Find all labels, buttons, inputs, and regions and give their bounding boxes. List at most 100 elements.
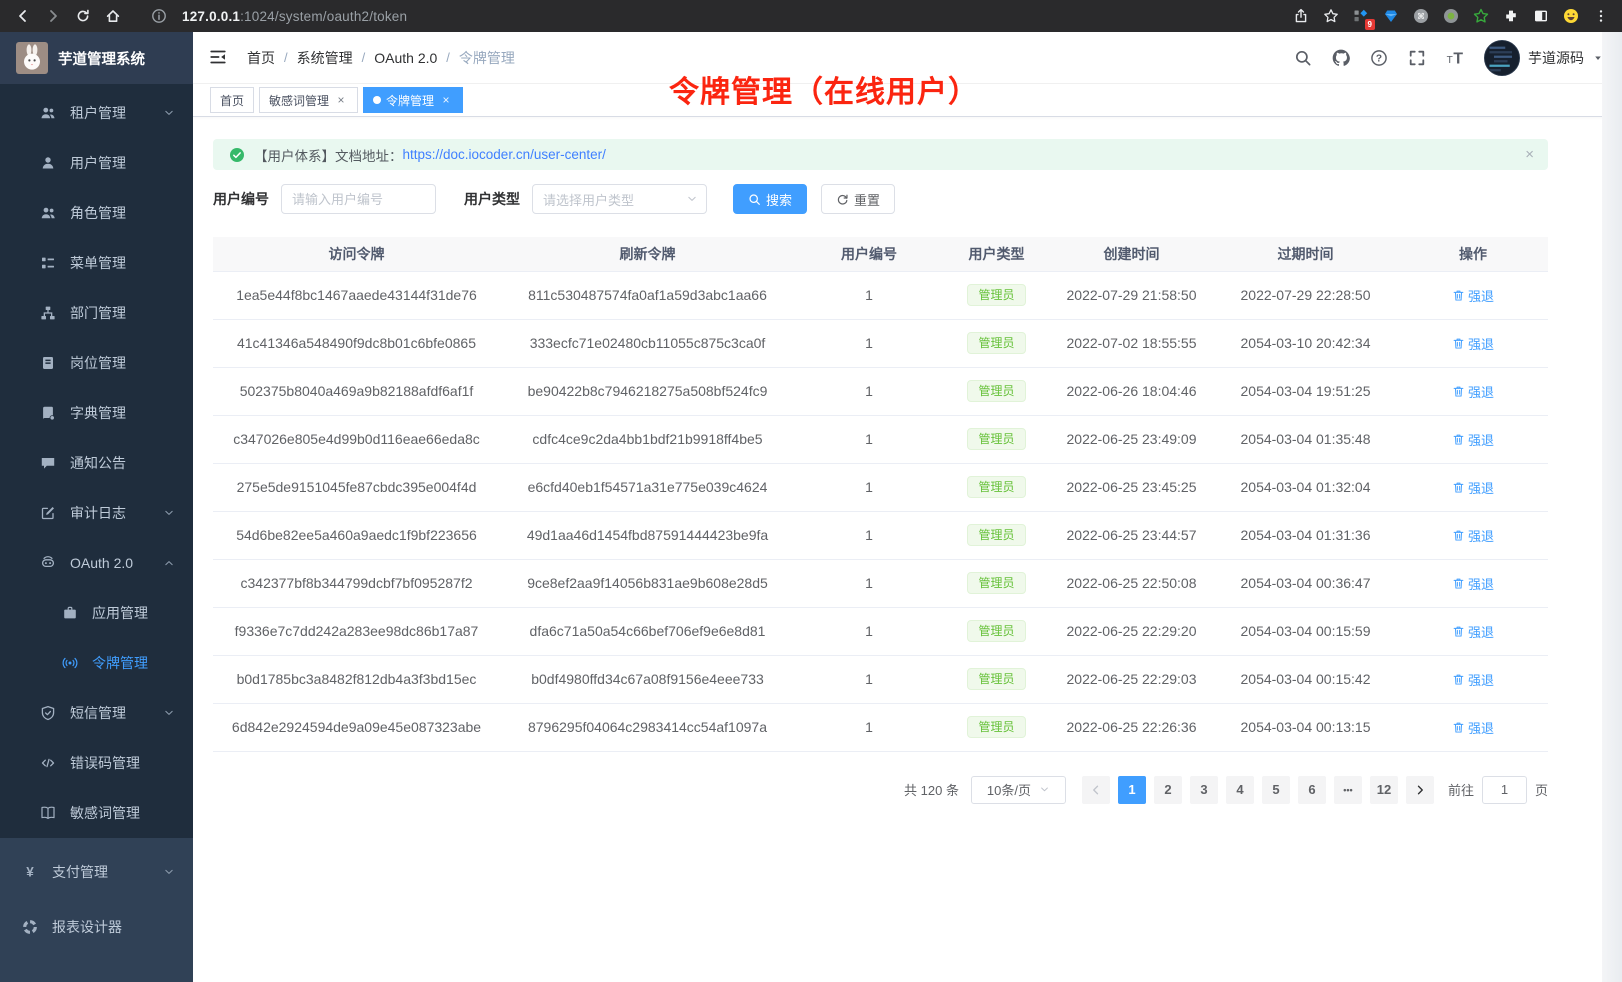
force-logout-link[interactable]: 强退	[1452, 334, 1494, 353]
tab-敏感词管理[interactable]: 敏感词管理 ×	[259, 87, 359, 113]
sidebar-item-错误码管理[interactable]: 错误码管理	[0, 738, 193, 788]
tab-close-icon[interactable]: ×	[442, 93, 450, 107]
sidebar-item-支付管理[interactable]: ¥ 支付管理	[0, 844, 193, 899]
create-time-cell: 2022-06-25 22:29:03	[1050, 655, 1213, 704]
user-type-tag: 管理员	[967, 572, 1026, 594]
sidebar-item-字典管理[interactable]: 字典管理	[0, 388, 193, 438]
active-tab-dot-icon	[373, 96, 382, 104]
page-size-select[interactable]: 10条/页	[970, 775, 1066, 804]
user-type-select[interactable]: 请选择用户类型	[532, 184, 707, 214]
alert-text: 【用户体系】文档地址：	[254, 148, 403, 164]
table-row: 6d842e2924594de9a09e45e087323abe 8796295f…	[213, 703, 1548, 752]
force-logout-link[interactable]: 强退	[1452, 382, 1494, 401]
sidebar-item-敏感词管理[interactable]: 敏感词管理	[0, 788, 193, 838]
breadcrumb-item[interactable]: OAuth 2.0	[374, 49, 438, 66]
sidebar-item-角色管理[interactable]: 角色管理	[0, 188, 193, 238]
force-logout-link[interactable]: 强退	[1452, 670, 1494, 689]
emoji-icon[interactable]	[1556, 4, 1586, 28]
fullscreen-icon[interactable]	[1408, 49, 1426, 67]
sidebar-item-审计日志[interactable]: 审计日志	[0, 488, 193, 538]
column-header: 操作	[1398, 237, 1548, 272]
sidebar-item-通知公告[interactable]: 通知公告	[0, 438, 193, 488]
alert-doc-link[interactable]: https://doc.iocoder.cn/user-center/	[402, 147, 606, 162]
browser-forward-icon[interactable]	[38, 4, 68, 28]
page-button-3[interactable]: 3	[1189, 775, 1218, 804]
chevron-down-icon	[686, 193, 698, 205]
help-icon[interactable]: ?	[1370, 49, 1388, 67]
search-icon[interactable]	[1294, 49, 1312, 67]
page-button-5[interactable]: 5	[1261, 775, 1290, 804]
sidebar-item-应用管理[interactable]: 应用管理	[0, 588, 193, 638]
sidebar-item-OAuth 2.0[interactable]: OAuth 2.0	[0, 538, 193, 588]
browser-home-icon[interactable]	[98, 4, 128, 28]
action-cell: 强退	[1398, 607, 1548, 656]
dots-vertical-icon[interactable]	[1586, 4, 1616, 28]
sidebar-item-部门管理[interactable]: 部门管理	[0, 288, 193, 338]
reset-button[interactable]: 重置	[821, 184, 896, 214]
star-icon[interactable]	[1316, 4, 1346, 28]
force-logout-link[interactable]: 强退	[1452, 526, 1494, 545]
browser-back-icon[interactable]	[8, 4, 38, 28]
user-menu[interactable]: 芋道源码	[1484, 39, 1604, 76]
sidebar-item-令牌管理[interactable]: 令牌管理	[0, 638, 193, 688]
breadcrumb-separator: /	[361, 50, 366, 65]
menu-fold-icon[interactable]	[209, 48, 229, 68]
sidebar-logo[interactable]: 芋道管理系统	[0, 32, 193, 84]
force-logout-link[interactable]: 强退	[1452, 430, 1494, 449]
sidebar-item-岗位管理[interactable]: 岗位管理	[0, 338, 193, 388]
ext-squares-icon[interactable]: 9	[1346, 4, 1376, 30]
force-logout-link[interactable]: 强退	[1452, 574, 1494, 593]
share-icon[interactable]	[1286, 4, 1316, 28]
user-type-cell: 管理员	[943, 607, 1050, 656]
user-type-cell: 管理员	[943, 655, 1050, 704]
tab-首页[interactable]: 首页	[210, 87, 255, 113]
next-page-button[interactable]	[1405, 775, 1434, 804]
search-button[interactable]: 搜索	[733, 184, 808, 214]
sidebar-item-用户管理[interactable]: 用户管理	[0, 138, 193, 188]
app-logo-icon	[16, 42, 48, 74]
green-star-icon[interactable]	[1466, 4, 1496, 28]
github-icon[interactable]	[1332, 49, 1350, 67]
user-name: 芋道源码	[1528, 49, 1584, 66]
user-id-input[interactable]	[281, 184, 436, 214]
sidebar-item-短信管理[interactable]: 短信管理	[0, 688, 193, 738]
force-logout-link[interactable]: 强退	[1452, 286, 1494, 305]
browser-chrome: 127.0.0.1:1024/system/oauth2/token 9 ⌘	[0, 0, 1622, 32]
sidebar-item-租户管理[interactable]: 租户管理	[0, 88, 193, 138]
breadcrumb-item[interactable]: 系统管理	[296, 49, 353, 66]
page-button-12[interactable]: 12	[1369, 775, 1398, 804]
page-button-4[interactable]: 4	[1225, 775, 1254, 804]
browser-reload-icon[interactable]	[68, 4, 98, 28]
puzzle-icon[interactable]	[1496, 4, 1526, 28]
gem-icon[interactable]	[1376, 4, 1406, 28]
prev-page-button[interactable]	[1081, 775, 1110, 804]
trash-icon	[1452, 385, 1465, 398]
access-token-cell: c342377bf8b344799dcbf7bf095287f2	[213, 559, 500, 608]
page-button-1[interactable]: 1	[1117, 775, 1146, 804]
force-logout-link[interactable]: 强退	[1452, 622, 1494, 641]
alert-close-icon[interactable]: ×	[1525, 146, 1534, 163]
cmd-circle-icon[interactable]: ⌘	[1406, 4, 1436, 28]
sidebar-square-icon[interactable]	[1526, 4, 1556, 28]
tab-close-icon[interactable]: ×	[337, 93, 345, 107]
more-pages-button[interactable]: •••	[1333, 775, 1362, 804]
refresh-token-cell: 49d1aa46d1454fbd87591444423be9fa	[500, 511, 795, 560]
sidebar-item-菜单管理[interactable]: 菜单管理	[0, 238, 193, 288]
sidebar-item-label: 令牌管理	[92, 655, 148, 671]
user-type-tag: 管理员	[967, 716, 1026, 738]
force-logout-link[interactable]: 强退	[1452, 718, 1494, 737]
page-button-2[interactable]: 2	[1153, 775, 1182, 804]
sidebar-item-报表设计器[interactable]: 报表设计器	[0, 899, 193, 954]
goto-page-input[interactable]	[1481, 775, 1527, 804]
force-logout-link[interactable]: 强退	[1452, 478, 1494, 497]
page-button-6[interactable]: 6	[1297, 775, 1326, 804]
expire-time-cell: 2054-03-04 01:31:36	[1213, 511, 1398, 560]
oauth-icon	[40, 555, 56, 571]
window-scroll-gutter[interactable]	[1602, 32, 1622, 982]
breadcrumb-item[interactable]: 首页	[247, 49, 275, 66]
dot-circle-icon[interactable]	[1436, 4, 1466, 28]
address-bar[interactable]: 127.0.0.1:1024/system/oauth2/token	[144, 4, 1286, 28]
tab-令牌管理[interactable]: 令牌管理 ×	[363, 87, 464, 113]
site-info-icon[interactable]	[144, 4, 174, 28]
